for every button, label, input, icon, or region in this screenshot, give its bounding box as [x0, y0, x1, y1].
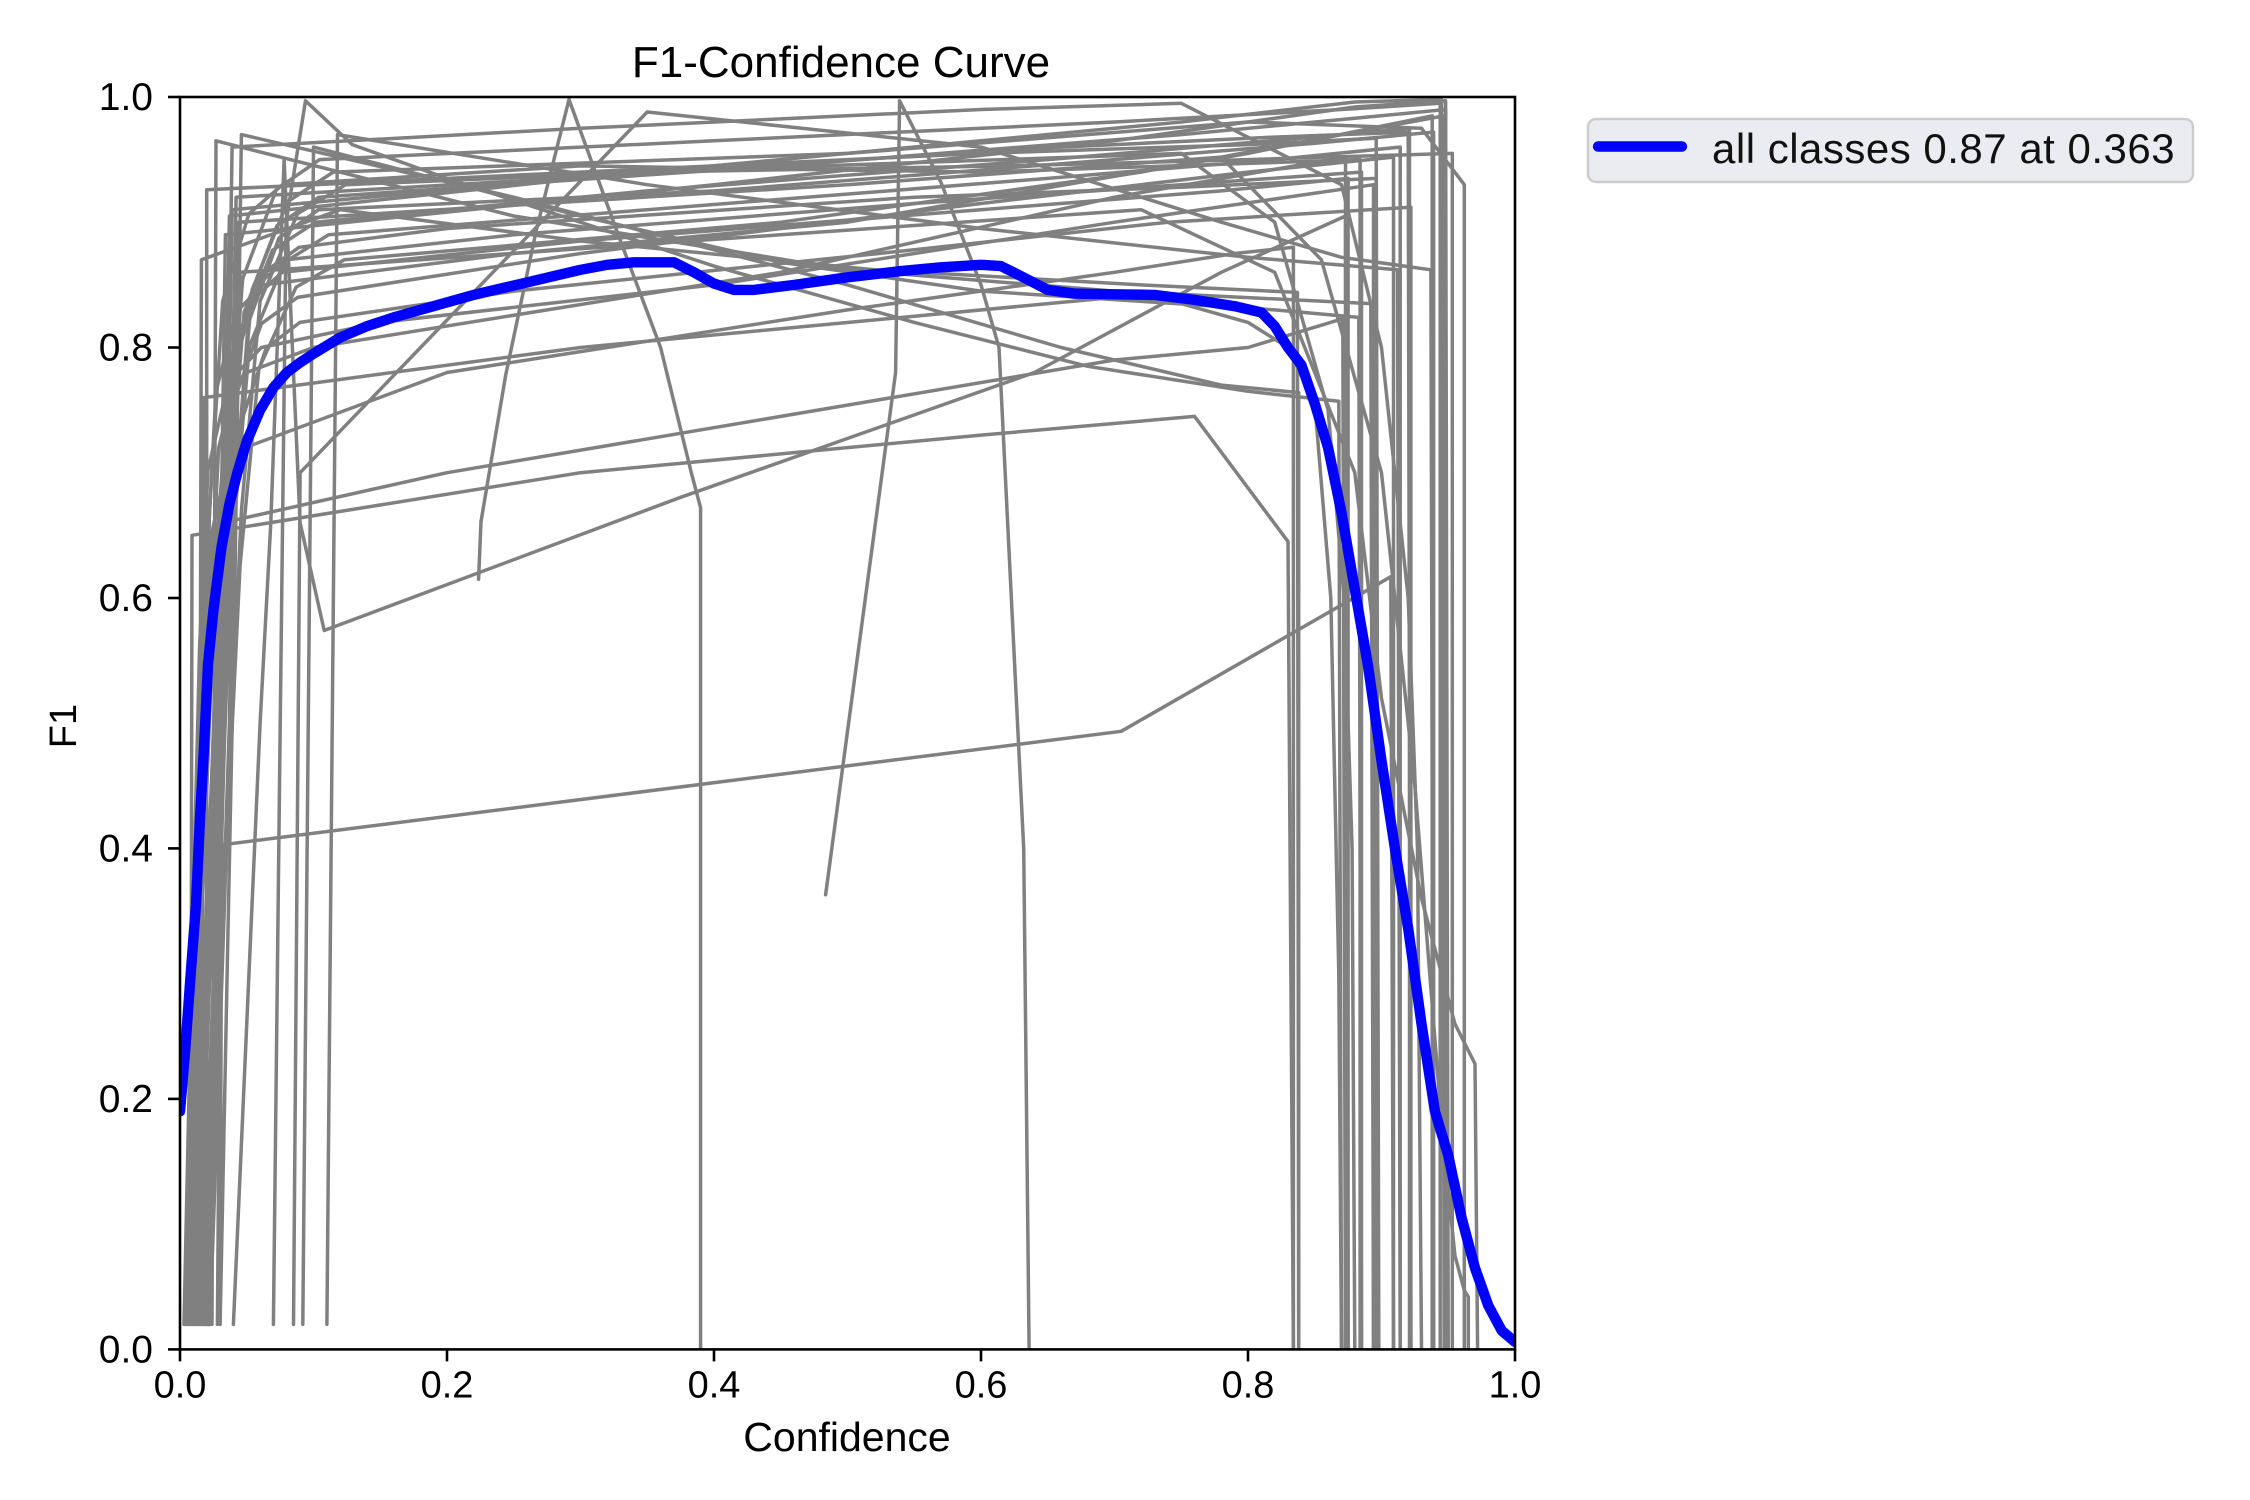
svg-text:all classes 0.87 at 0.363: all classes 0.87 at 0.363 [1712, 125, 2175, 172]
svg-text:0.0: 0.0 [154, 1364, 207, 1406]
svg-text:Confidence: Confidence [743, 1414, 950, 1460]
svg-text:0.2: 0.2 [99, 1078, 153, 1121]
svg-text:0.6: 0.6 [99, 577, 153, 620]
svg-text:0.2: 0.2 [421, 1364, 474, 1406]
svg-text:0.0: 0.0 [99, 1328, 153, 1371]
svg-text:1.0: 1.0 [99, 76, 153, 119]
svg-text:0.4: 0.4 [688, 1364, 741, 1406]
svg-text:0.4: 0.4 [99, 827, 153, 870]
svg-text:F1-Confidence Curve: F1-Confidence Curve [632, 38, 1050, 87]
svg-text:0.8: 0.8 [1222, 1364, 1275, 1406]
svg-text:0.6: 0.6 [955, 1364, 1008, 1406]
svg-text:0.8: 0.8 [99, 327, 153, 370]
svg-text:1.0: 1.0 [1489, 1364, 1542, 1406]
svg-text:F1: F1 [43, 704, 85, 748]
